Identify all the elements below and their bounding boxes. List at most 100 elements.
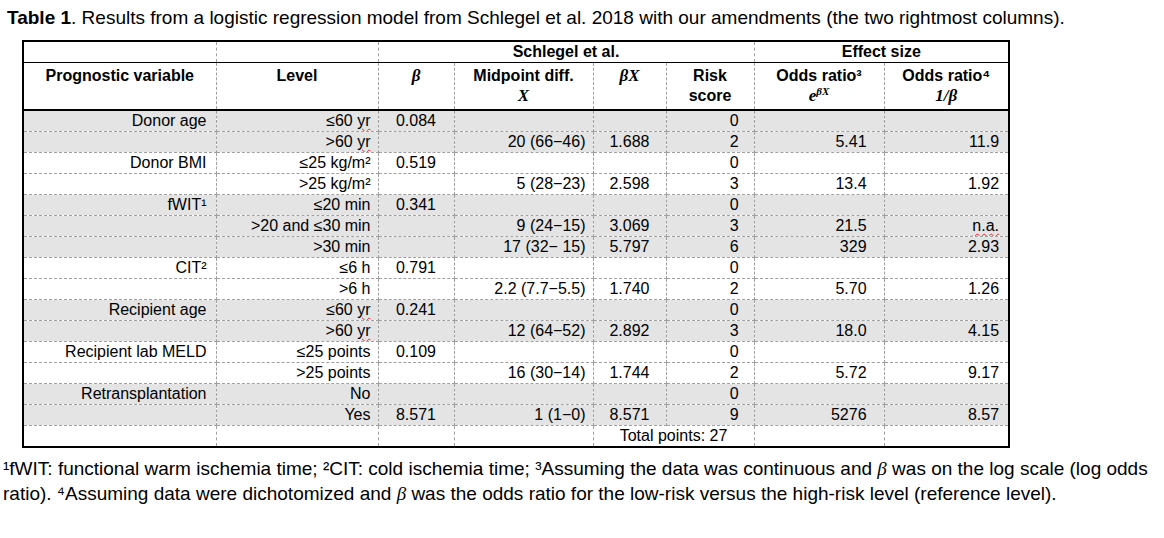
cell-odds-ratio-exp bbox=[754, 383, 884, 404]
cell-beta: 0.241 bbox=[378, 299, 454, 320]
cell-midpoint-diff: 2.2 (7.7−5.5) bbox=[454, 278, 593, 299]
cell-risk-score: 0 bbox=[666, 341, 754, 362]
level-text: >25 points bbox=[296, 364, 370, 381]
cell-midpoint-diff bbox=[454, 194, 593, 215]
cell-beta: 0.791 bbox=[378, 257, 454, 278]
total-points: Total points: 27 bbox=[593, 425, 754, 447]
cell-prognostic-variable: Recipient age bbox=[23, 299, 216, 320]
cell-midpoint-diff: 17 (32− 15) bbox=[454, 236, 593, 257]
cell-midpoint-diff bbox=[454, 299, 593, 320]
level-text: >20 and ≤30 min bbox=[251, 217, 371, 234]
cell-level: >60 yr bbox=[216, 131, 378, 152]
cell-odds-ratio-exp: 5.41 bbox=[754, 131, 884, 152]
cell-midpoint-diff bbox=[454, 152, 593, 173]
cell-odds-ratio-inv bbox=[884, 152, 1009, 173]
cell-odds-ratio-inv bbox=[884, 194, 1009, 215]
span-header-row: Schlegel et al. Effect size bbox=[23, 41, 1009, 63]
cell-odds-ratio-inv: 2.93 bbox=[884, 236, 1009, 257]
cell-risk-score: 0 bbox=[666, 257, 754, 278]
cell-risk-score: 3 bbox=[666, 320, 754, 341]
cell-odds-ratio-inv bbox=[884, 299, 1009, 320]
cell-beta-x bbox=[593, 194, 666, 215]
cell-risk-score: 0 bbox=[666, 194, 754, 215]
table-row: Donor BMI ≤25 kg/m² 0.519 0 bbox=[23, 152, 1009, 173]
table-row: >25 kg/m² 5 (28−23) 2.598 3 13.4 1.92 bbox=[23, 173, 1009, 194]
cell-odds-ratio-inv: 1.26 bbox=[884, 278, 1009, 299]
cell-level: ≤60 yr bbox=[216, 299, 378, 320]
cell-midpoint-diff bbox=[454, 383, 593, 404]
table-header: Schlegel et al. Effect size Prognostic v… bbox=[23, 41, 1009, 110]
cell-risk-score: 0 bbox=[666, 383, 754, 404]
cell-midpoint-diff bbox=[454, 257, 593, 278]
level-text: >60 bbox=[326, 322, 358, 339]
cell-midpoint-diff: 9 (24−15) bbox=[454, 215, 593, 236]
cell-beta-x: 8.571 bbox=[593, 404, 666, 425]
cell-level: >20 and ≤30 min bbox=[216, 215, 378, 236]
cell-risk-score: 6 bbox=[666, 236, 754, 257]
blank-cell bbox=[454, 425, 593, 447]
cell-level: ≤6 h bbox=[216, 257, 378, 278]
cell-level: >25 points bbox=[216, 362, 378, 383]
cell-beta: 8.571 bbox=[378, 404, 454, 425]
header-odds-ratio-exp: Odds ratio³ eβX bbox=[754, 63, 884, 110]
table-row: >20 and ≤30 min 9 (24−15) 3.069 3 21.5 n… bbox=[23, 215, 1009, 236]
cell-odds-ratio-inv bbox=[884, 257, 1009, 278]
cell-risk-score: 0 bbox=[666, 110, 754, 132]
cell-odds-ratio-exp: 329 bbox=[754, 236, 884, 257]
level-text: ≤60 bbox=[326, 301, 357, 318]
cell-beta: 0.084 bbox=[378, 110, 454, 132]
blank-cell bbox=[378, 425, 454, 447]
cell-beta-x bbox=[593, 341, 666, 362]
cell-odds-ratio-exp: 5.70 bbox=[754, 278, 884, 299]
cell-beta bbox=[378, 278, 454, 299]
cell-beta: 0.519 bbox=[378, 152, 454, 173]
cell-odds-ratio-exp: 21.5 bbox=[754, 215, 884, 236]
header-effect-size-group: Effect size bbox=[754, 41, 1009, 63]
results-table: Schlegel et al. Effect size Prognostic v… bbox=[22, 40, 1010, 448]
cell-odds-ratio-inv bbox=[884, 341, 1009, 362]
cell-beta-x: 2.598 bbox=[593, 173, 666, 194]
cell-odds-ratio-exp: 5276 bbox=[754, 404, 884, 425]
cell-beta: 0.109 bbox=[378, 341, 454, 362]
footnote-text: ¹fWIT: functional warm ischemia time; ²C… bbox=[3, 458, 877, 479]
level-text-misspelled: yr bbox=[357, 112, 370, 129]
cell-beta-x: 1.744 bbox=[593, 362, 666, 383]
header-beta: β bbox=[378, 63, 454, 110]
cell-level: ≤25 points bbox=[216, 341, 378, 362]
level-text-misspelled: yr bbox=[357, 133, 370, 150]
cell-level: No bbox=[216, 383, 378, 404]
cell-level: >25 kg/m² bbox=[216, 173, 378, 194]
cell-odds-ratio-exp: 18.0 bbox=[754, 320, 884, 341]
cell-level: ≤20 min bbox=[216, 194, 378, 215]
beta-symbol: β bbox=[397, 483, 406, 504]
cell-odds-ratio-exp bbox=[754, 110, 884, 132]
cell-beta bbox=[378, 362, 454, 383]
cell-beta bbox=[378, 320, 454, 341]
cell-odds-ratio-inv: 1.92 bbox=[884, 173, 1009, 194]
cell-beta bbox=[378, 173, 454, 194]
blank-header-cell bbox=[216, 41, 378, 63]
cell-odds-ratio-exp bbox=[754, 152, 884, 173]
level-text: ≤20 min bbox=[314, 196, 371, 213]
cell-odds-ratio-inv bbox=[884, 383, 1009, 404]
cell-beta-x: 2.892 bbox=[593, 320, 666, 341]
cell-odds-ratio-exp: 13.4 bbox=[754, 173, 884, 194]
cell-level: >6 h bbox=[216, 278, 378, 299]
level-text: >30 min bbox=[313, 238, 370, 255]
cell-midpoint-diff bbox=[454, 341, 593, 362]
level-text: No bbox=[350, 385, 370, 402]
cell-beta-x bbox=[593, 257, 666, 278]
total-row: Total points: 27 bbox=[23, 425, 1009, 447]
cell-odds-ratio-inv bbox=[884, 110, 1009, 132]
table-row: Recipient age ≤60 yr 0.241 0 bbox=[23, 299, 1009, 320]
header-midpoint-diff: Midpoint diff. X bbox=[454, 63, 593, 110]
table-row: >30 min 17 (32− 15) 5.797 6 329 2.93 bbox=[23, 236, 1009, 257]
level-text: >25 kg/m² bbox=[299, 175, 371, 192]
blank-header-cell bbox=[23, 41, 216, 63]
level-text: Yes bbox=[344, 406, 370, 423]
cell-midpoint-diff: 5 (28−23) bbox=[454, 173, 593, 194]
cell-risk-score: 9 bbox=[666, 404, 754, 425]
cell-midpoint-diff: 20 (66−46) bbox=[454, 131, 593, 152]
cell-beta bbox=[378, 215, 454, 236]
table-row: fWIT¹ ≤20 min 0.341 0 bbox=[23, 194, 1009, 215]
